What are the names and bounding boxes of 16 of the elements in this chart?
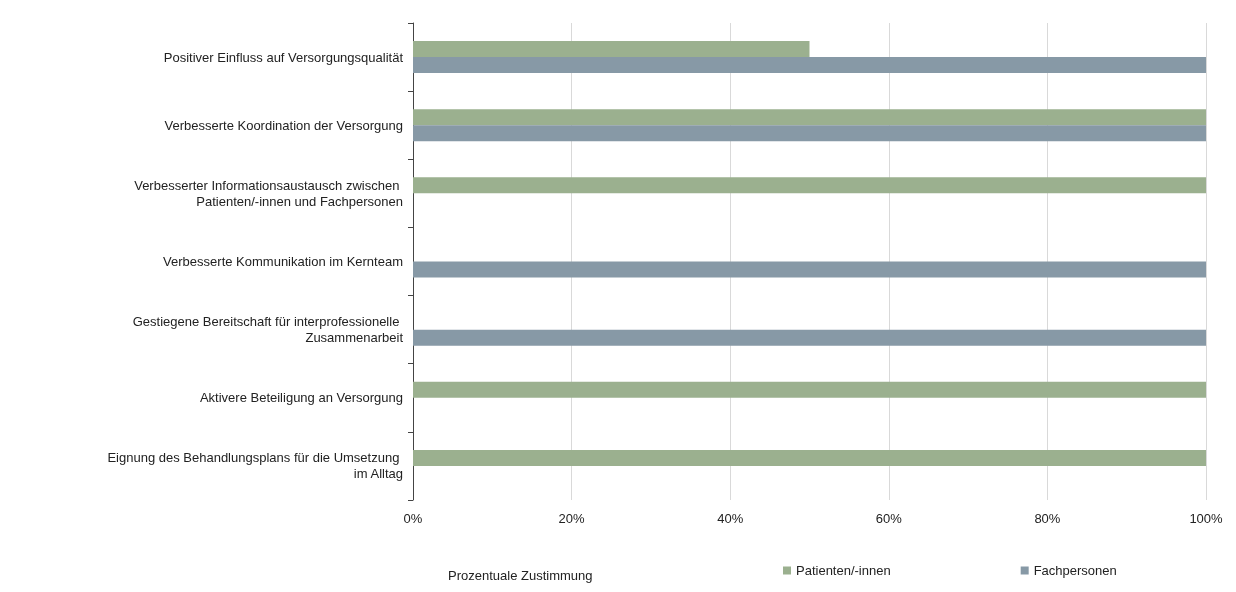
x-axis-title: Prozentuale Zustimmung: [448, 568, 593, 583]
y-tick-label: Gestiegene Bereitschaft für interprofessionelle Zusammenarbeit: [132, 314, 404, 346]
x-tick-label: 40%: [717, 511, 744, 526]
x-tick-label: 60%: [875, 511, 903, 526]
y-tick-label: Eignung des Behandlungsplans für die Umsetzung im Alltag: [107, 450, 403, 482]
y-tick-label: Verbesserte Kommunikation im Kernteam: [163, 254, 403, 269]
y-tick-label: Verbesserter Informationsaustausch zwischen Patienten/-innen und Fachpersonen: [134, 177, 403, 209]
x-tick-label: 100%: [1189, 511, 1224, 526]
y-tick-label: Aktivere Beteiligung an Versorgung: [199, 390, 403, 406]
y-tick-label: Verbesserte Koordination der Versorgung: [164, 117, 403, 133]
x-tick-label: 80%: [1034, 511, 1061, 526]
legend-label: Fachpersonen: [1033, 563, 1117, 578]
x-tick-label: 0%: [403, 511, 423, 526]
y-tick-label: Positiver Einfluss auf Versorgungsqualität: [163, 49, 404, 65]
legend-label: Patienten/-innen: [796, 563, 891, 578]
x-tick-label: 20%: [558, 511, 586, 526]
